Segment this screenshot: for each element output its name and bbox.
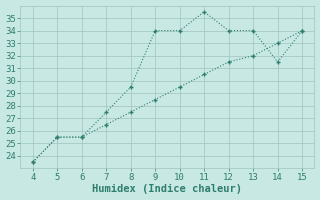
X-axis label: Humidex (Indice chaleur): Humidex (Indice chaleur) [92, 184, 243, 194]
